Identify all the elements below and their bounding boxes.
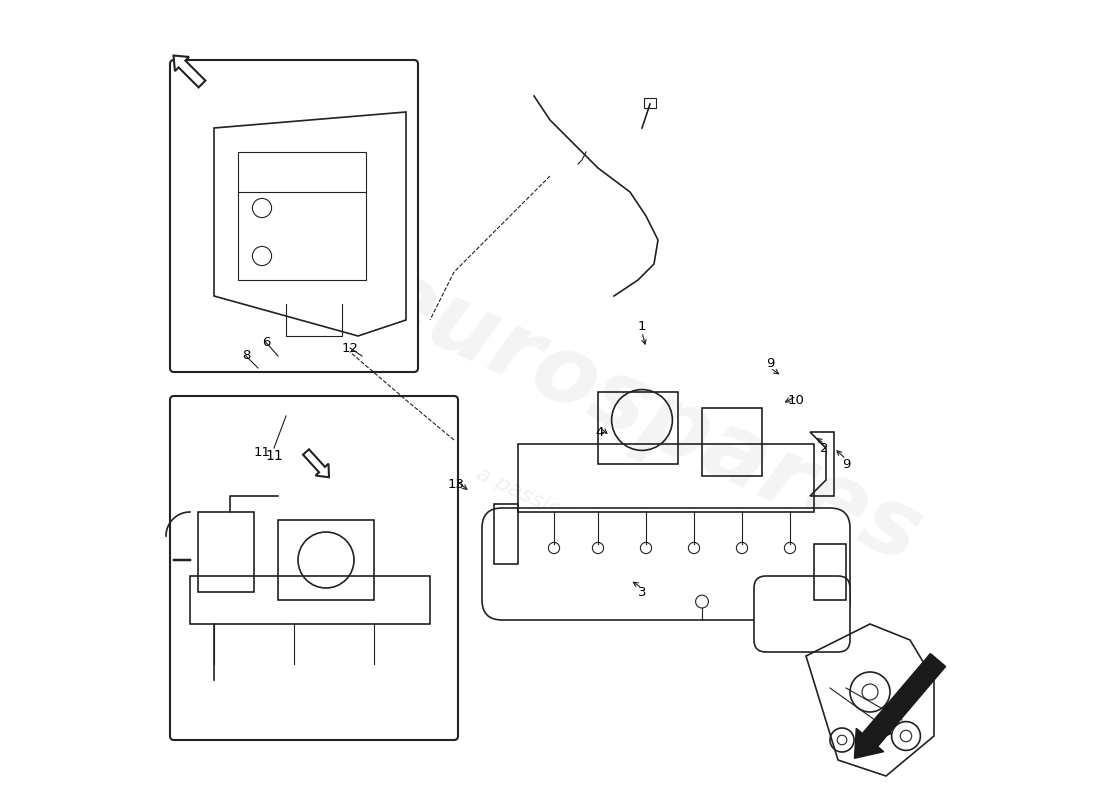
FancyArrow shape: [302, 450, 329, 478]
FancyArrow shape: [855, 654, 946, 758]
Bar: [278, 520, 374, 600]
FancyBboxPatch shape: [482, 508, 850, 620]
Text: 9: 9: [766, 358, 774, 370]
Text: 4: 4: [595, 426, 604, 438]
FancyArrow shape: [174, 55, 206, 87]
Text: 1: 1: [638, 320, 647, 333]
Bar: [198, 512, 254, 592]
Text: 11: 11: [253, 446, 271, 458]
Text: 13: 13: [447, 478, 464, 490]
FancyBboxPatch shape: [754, 576, 850, 652]
Text: 8: 8: [242, 350, 250, 362]
Text: 9: 9: [842, 458, 850, 470]
Text: 11: 11: [265, 449, 283, 463]
Bar: [238, 152, 366, 280]
Text: 10: 10: [788, 394, 805, 406]
Bar: [702, 408, 762, 476]
Text: 3: 3: [638, 586, 647, 598]
Text: 2: 2: [821, 442, 828, 454]
Bar: [190, 576, 430, 624]
FancyBboxPatch shape: [170, 60, 418, 372]
Text: 6: 6: [262, 336, 271, 349]
FancyBboxPatch shape: [170, 396, 458, 740]
Text: eurospares: eurospares: [355, 248, 936, 584]
Bar: [518, 444, 814, 512]
Bar: [598, 392, 678, 464]
Bar: [645, 98, 657, 108]
Text: a passion for parts since 1985: a passion for parts since 1985: [473, 464, 786, 624]
Text: 12: 12: [341, 342, 359, 354]
